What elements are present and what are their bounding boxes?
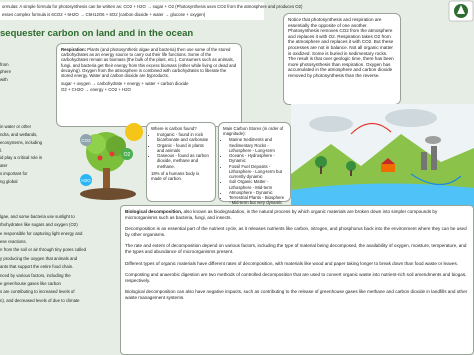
list-item: Organic - found in plants and animals xyxy=(157,143,211,153)
fragment: ants that support the entire food chain. xyxy=(0,264,74,270)
list-item: Inorganic - found in rock bicarbonate an… xyxy=(157,132,211,142)
balance-box: Notice that photosynthesis and respirati… xyxy=(283,13,401,105)
fragment: n from the soil or air through tiny pore… xyxy=(0,247,86,253)
left-fragments: from phere with xyxy=(0,62,11,84)
list-item: Marine Sediments and Sedimentary Rocks -… xyxy=(229,137,286,153)
tree-illustration: O2 CO2 H2O xyxy=(80,123,143,200)
fragment: ese reactions. xyxy=(0,239,27,245)
fragment: n), and decreased levels of due to clima… xyxy=(0,297,80,303)
fragment: ecosystems, including xyxy=(0,139,43,145)
fragment: id play a critical role in xyxy=(0,155,43,161)
text: Plants (and photosynthetic algae and bac… xyxy=(61,47,237,79)
formula-strip: ormulas: A simple formula for photosynth… xyxy=(0,2,303,20)
list-item: Terrestrial Plants - Biosphere - Mid-ter… xyxy=(229,195,286,205)
fragment: ng global xyxy=(0,179,18,185)
paragraph: Decomposition is an essential part of th… xyxy=(125,226,469,237)
text: The rate and extent of decomposition dep… xyxy=(125,243,467,254)
list: Marine Sediments and Sedimentary Rocks -… xyxy=(223,137,286,205)
paragraph: Biological decomposition can also have n… xyxy=(125,289,469,300)
paragraph: Biological decomposition, also known as … xyxy=(125,209,469,220)
fragment: l. xyxy=(0,147,3,153)
list-item: Atmosphere - Dynamic xyxy=(229,190,286,195)
heading: Main Carbon Stores (in order of magnitud… xyxy=(223,126,284,137)
fragment: with xyxy=(0,76,8,82)
fragment: rbohydrates like sugars and oxygen (O2) xyxy=(0,222,78,228)
heading: Where is carbon found? xyxy=(151,126,197,131)
carbon-stores-box: Main Carbon Stores (in order of magnitud… xyxy=(218,122,291,205)
list: Inorganic - found in rock bicarbonate an… xyxy=(151,132,211,169)
fragment: lgae, and some bacteria use sunlight to xyxy=(0,214,75,219)
equation: sugar + oxygen → carbohydrate + energy +… xyxy=(61,81,189,87)
diagram-label: CO2 xyxy=(81,138,91,143)
text: Biological decomposition can also have n… xyxy=(125,289,468,300)
fragment: s important for xyxy=(0,171,28,177)
list-item: Soil Organic Matter - Lithosphere - Mid-… xyxy=(229,179,286,189)
text: Notice that photosynthesis and respirati… xyxy=(288,17,394,78)
list-item: Gaseous - found as carbon dioxide, metha… xyxy=(157,153,211,169)
fragment: nced by various factors, including the xyxy=(0,272,71,278)
left-fragments: in water or other ndra, and wetlands, ecos… xyxy=(0,124,42,187)
fragment: e responsible for capturing light energy… xyxy=(0,230,83,236)
formula-line: esses complex formula is 6CO2 + 6H2O → C… xyxy=(2,12,206,18)
list-item: Fossil Fuel Deposits - Lithosphere - Lon… xyxy=(229,164,286,180)
label: Biological decomposition, xyxy=(125,209,183,214)
where-carbon-box: Where is carbon found? Inorganic - found… xyxy=(146,122,216,202)
fragment: ndra, and wetlands, xyxy=(0,131,38,137)
fragment: phere xyxy=(0,69,11,75)
fragment: s are contributing to increased levels o… xyxy=(0,289,75,295)
carbon-cycle-illustration xyxy=(291,104,474,208)
paragraph: Different types of organic materials hav… xyxy=(125,261,469,267)
fragment: ater xyxy=(0,163,8,169)
text: Composting and anaerobic digestion are t… xyxy=(125,272,467,283)
paragraph: The rate and extent of decomposition dep… xyxy=(125,243,469,254)
text: Decomposition is an essential part of th… xyxy=(125,226,467,237)
fragment: from xyxy=(0,62,9,67)
respiration-box: Respiration: Plants (and photosynthetic … xyxy=(56,43,242,127)
logo xyxy=(448,0,474,22)
page-title: sequester carbon on land and in the ocea… xyxy=(0,28,194,39)
left-fragments: lgae, and some bacteria use sunlight to r… xyxy=(0,214,86,306)
decomposition-box: Biological decomposition, also known as … xyxy=(120,205,474,355)
paragraph: Composting and anaerobic digestion are t… xyxy=(125,272,469,283)
label: Respiration: xyxy=(61,47,87,52)
diagram-label: H2O xyxy=(81,178,91,183)
formula-line: ormulas: A simple formula for photosynth… xyxy=(2,4,303,9)
note: 18% of a humans body is made of carbon. xyxy=(151,170,200,182)
diagram-label: O2 xyxy=(124,152,131,158)
list-item: Oceans - Hydrosphere - Dynamic xyxy=(229,153,286,163)
fragment: in water or other xyxy=(0,124,32,129)
text: also known as biodegradation, is the nat… xyxy=(125,209,438,220)
fragment: e greenhouse gases like carbon xyxy=(0,280,61,286)
text: Different types of organic materials hav… xyxy=(125,260,459,266)
fragment: y producing the oxygen that animals and xyxy=(0,255,78,261)
equation: O2 + CH2O → energy + CO2 + H2O xyxy=(61,86,131,92)
